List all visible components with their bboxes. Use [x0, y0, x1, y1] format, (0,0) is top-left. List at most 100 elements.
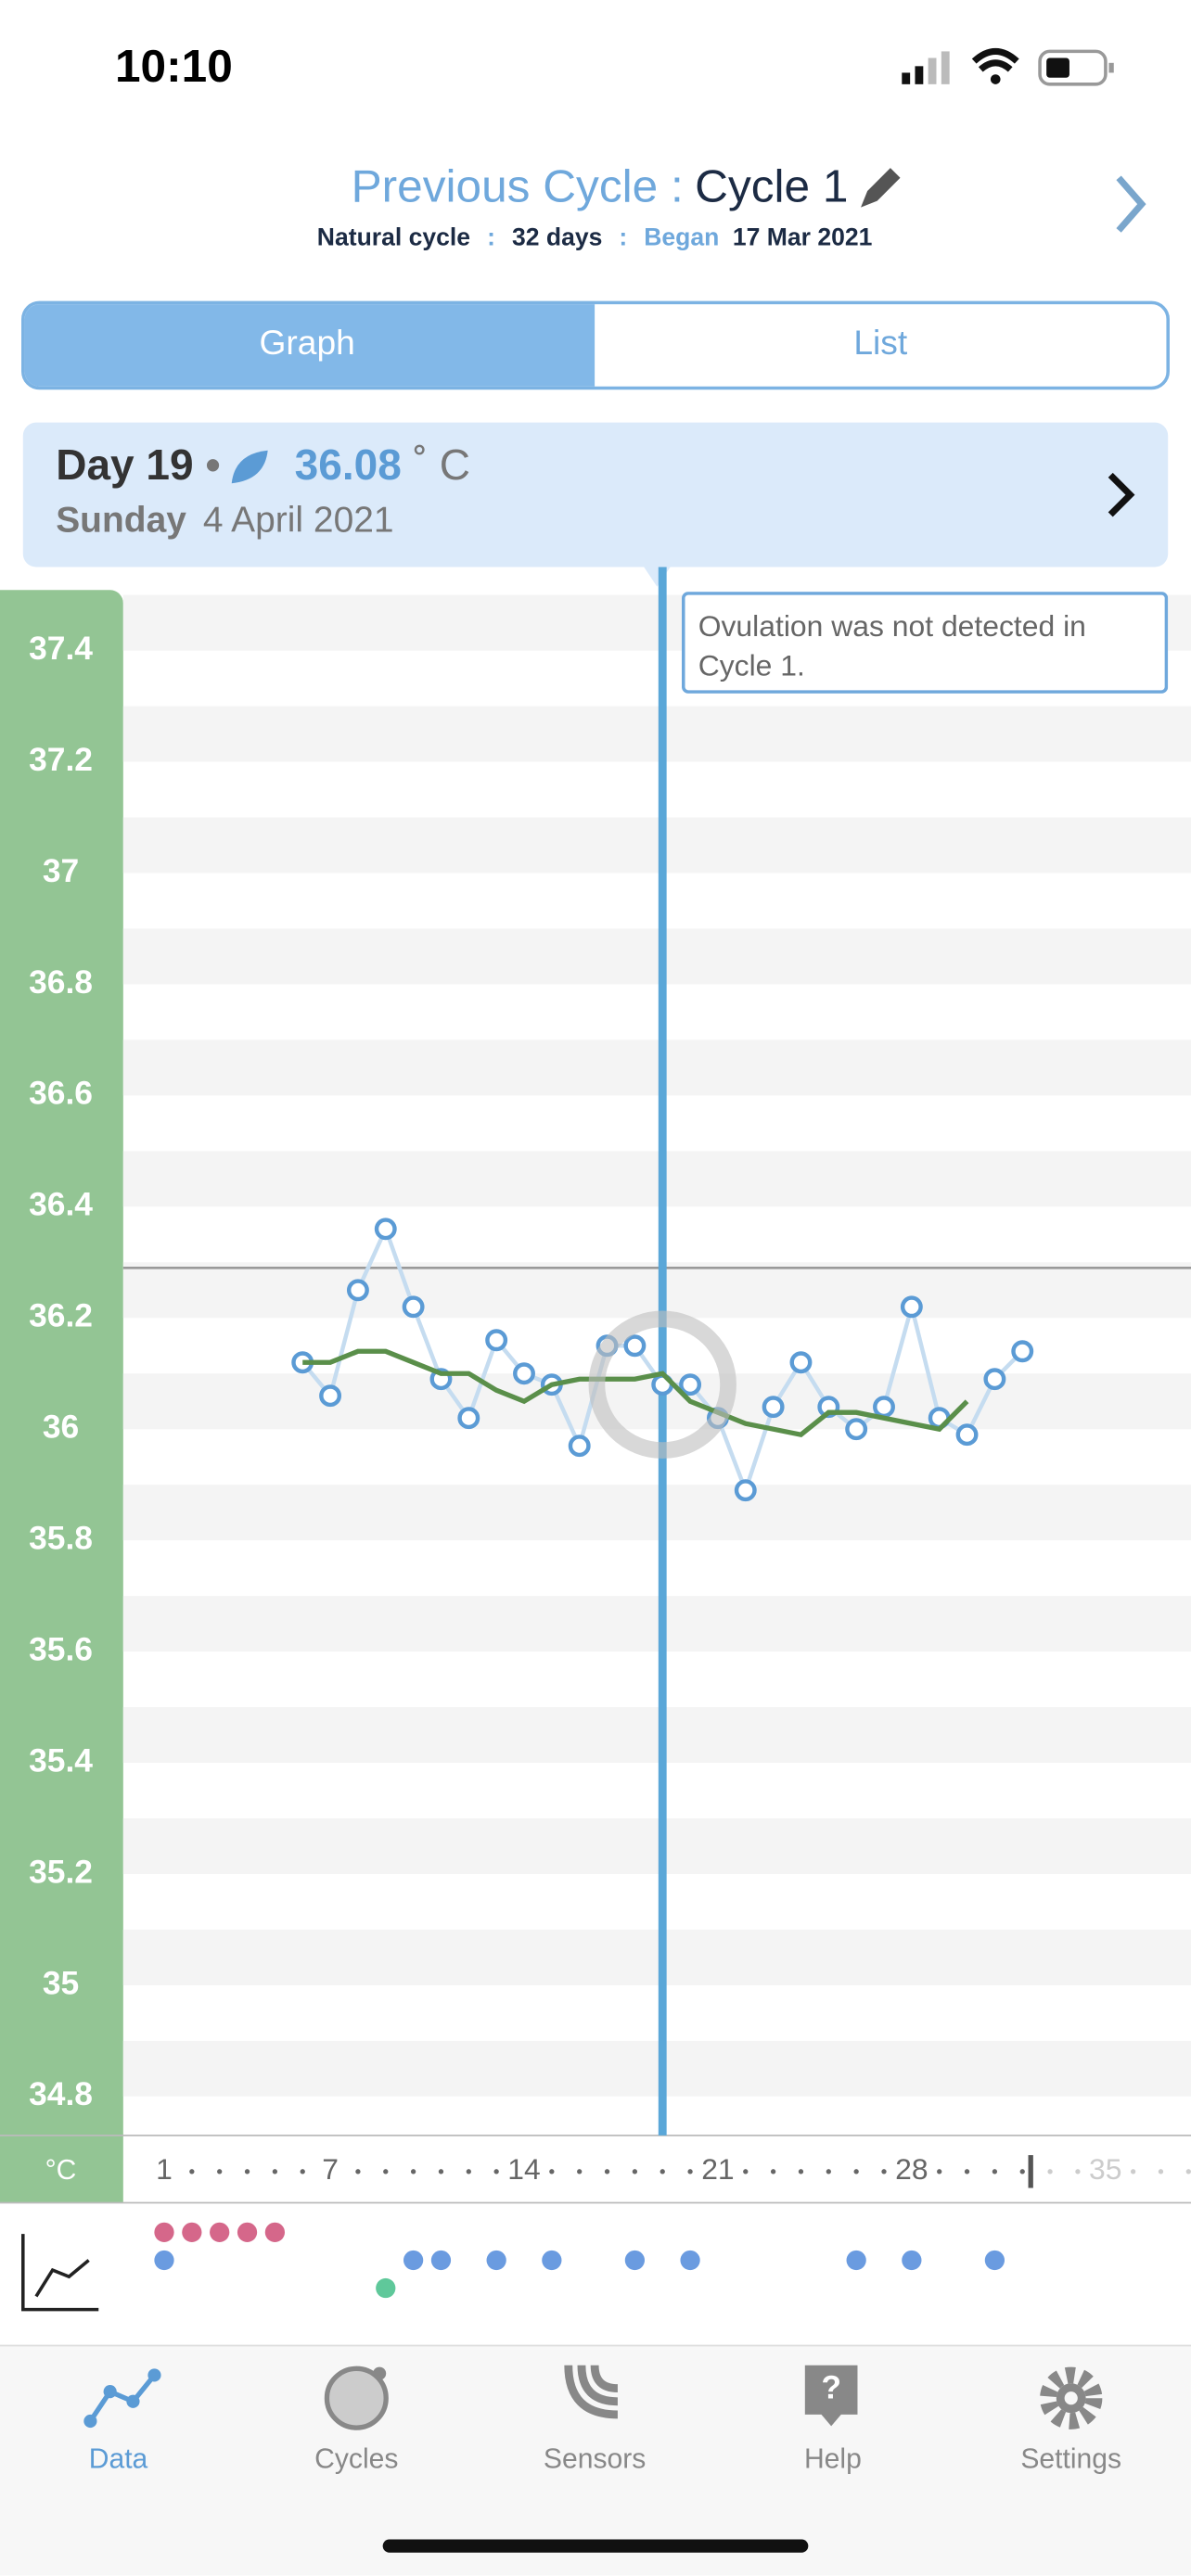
grid-band — [122, 1929, 1191, 1985]
temperature-point[interactable] — [623, 1334, 647, 1358]
x-tick-label: 28 — [895, 2152, 928, 2186]
svg-text:?: ? — [821, 2369, 841, 2406]
x-tick-label: 14 — [507, 2152, 540, 2186]
x-dot — [383, 2169, 389, 2174]
x-dot — [1185, 2169, 1191, 2174]
date: 4 April 2021 — [203, 501, 394, 541]
chart: 34.8 35 35.2 35.4 35.6 35.8 36 36.2 36.4 36.6 36.8… — [0, 567, 1191, 2312]
grid-band — [122, 1151, 1191, 1207]
next-day[interactable] — [1108, 472, 1135, 517]
y-tick-label: 35.2 — [29, 1853, 93, 1890]
weekday: Sunday — [56, 501, 186, 541]
grid-band — [122, 2040, 1191, 2097]
day-card[interactable] — [22, 422, 1169, 567]
x-dot — [493, 2169, 499, 2174]
temperature-point[interactable] — [955, 1423, 979, 1447]
tab-bar — [0, 2345, 1191, 2576]
day-marker — [182, 2222, 202, 2242]
y-tick-label: 35.6 — [29, 1630, 93, 1667]
grid-band — [122, 1818, 1191, 1874]
day-marker — [376, 2277, 396, 2299]
x-tick-label: 35 — [1089, 2152, 1121, 2186]
x-dot — [410, 2169, 416, 2174]
x-dot — [355, 2169, 361, 2174]
temperature-point[interactable] — [734, 1479, 757, 1502]
sensor-icon — [231, 450, 268, 484]
note-frame: Ovulation was not detected in Cycle 1. — [681, 592, 1169, 694]
day-marker — [902, 2250, 922, 2271]
header-prefix: Previous Cycle : — [352, 159, 684, 211]
grid-band — [122, 1707, 1191, 1764]
temperature-point[interactable] — [374, 1218, 397, 1241]
day-marker — [154, 2250, 174, 2271]
grid-band — [122, 706, 1191, 762]
x-dot — [881, 2169, 887, 2174]
temperature-point[interactable] — [900, 1295, 923, 1319]
temperature-point[interactable] — [457, 1407, 480, 1430]
x-dot — [549, 2169, 555, 2174]
temperature-point[interactable] — [485, 1329, 508, 1352]
temperature-point[interactable] — [402, 1295, 425, 1319]
day-marker — [154, 2222, 174, 2242]
nav-label[interactable]: Help — [804, 2443, 862, 2474]
day-marker — [486, 2250, 506, 2271]
x-dot — [743, 2169, 749, 2174]
day-line: Day 19 • 36.08 ˚ C — [56, 440, 470, 489]
tab[interactable]: List — [853, 323, 908, 362]
y-tick-label: 35.8 — [29, 1520, 93, 1557]
nav: Data Cycles Sensors Help Settings — [89, 2443, 1121, 2474]
temperature-point[interactable] — [319, 1384, 342, 1408]
day-marker — [430, 2250, 452, 2271]
trend-line — [302, 1348, 969, 1438]
temperature-point[interactable] — [568, 1435, 591, 1458]
y-tick-label: 37 — [43, 852, 79, 889]
nav-label[interactable]: Settings — [1020, 2443, 1121, 2474]
temperature-point[interactable] — [983, 1368, 1006, 1391]
x-dot — [632, 2169, 638, 2174]
day-marker — [624, 2250, 646, 2271]
temperature-point[interactable] — [873, 1396, 895, 1419]
sep: : — [619, 223, 627, 250]
grid-band — [122, 1596, 1191, 1652]
y-tick-label: 36.8 — [29, 963, 93, 1001]
nav-label[interactable]: Cycles — [314, 2443, 398, 2474]
x-dot — [826, 2169, 831, 2174]
y-tick-label: 37.2 — [29, 741, 93, 778]
grid-band — [122, 1262, 1191, 1319]
unit-label: °C — [45, 2155, 77, 2186]
day-marker — [237, 2222, 258, 2242]
temperature-point[interactable] — [513, 1362, 535, 1385]
x-dot — [937, 2169, 942, 2174]
unit: ˚ C — [414, 440, 470, 489]
temperature-point[interactable] — [762, 1396, 785, 1419]
time: 10:10 — [115, 40, 233, 92]
day-marker — [210, 2222, 230, 2242]
day-marker — [846, 2250, 866, 2271]
y-tick-label: 36.4 — [29, 1186, 93, 1223]
temperature-point[interactable] — [346, 1279, 369, 1302]
x-tick-label: 7 — [322, 2152, 339, 2186]
tab[interactable]: Graph — [260, 323, 355, 362]
x-dot — [189, 2169, 195, 2174]
day-marker — [542, 2250, 562, 2271]
y-tick-label: 36.6 — [29, 1075, 93, 1112]
x-dot — [660, 2169, 665, 2174]
note: Ovulation was not detected in Cycle 1. — [698, 609, 1086, 682]
nav-label[interactable]: Data — [89, 2443, 148, 2474]
x-dot — [1047, 2169, 1053, 2174]
temperature-point[interactable] — [789, 1351, 813, 1374]
header-cycle: Cycle 1 — [695, 159, 848, 211]
edit-icon[interactable] — [861, 168, 901, 208]
temperature-point[interactable] — [1011, 1340, 1034, 1363]
next-cycle[interactable] — [1116, 175, 1146, 233]
nav-label[interactable]: Sensors — [544, 2443, 646, 2474]
temperature-point[interactable] — [679, 1373, 702, 1396]
day-marker — [264, 2222, 286, 2242]
tab-active[interactable] — [24, 304, 596, 387]
temperature-point[interactable] — [845, 1418, 868, 1441]
x-dot — [798, 2169, 804, 2174]
y-axis-panel — [0, 590, 123, 2203]
day-marker — [403, 2250, 424, 2271]
selection-halo — [588, 1310, 736, 1459]
